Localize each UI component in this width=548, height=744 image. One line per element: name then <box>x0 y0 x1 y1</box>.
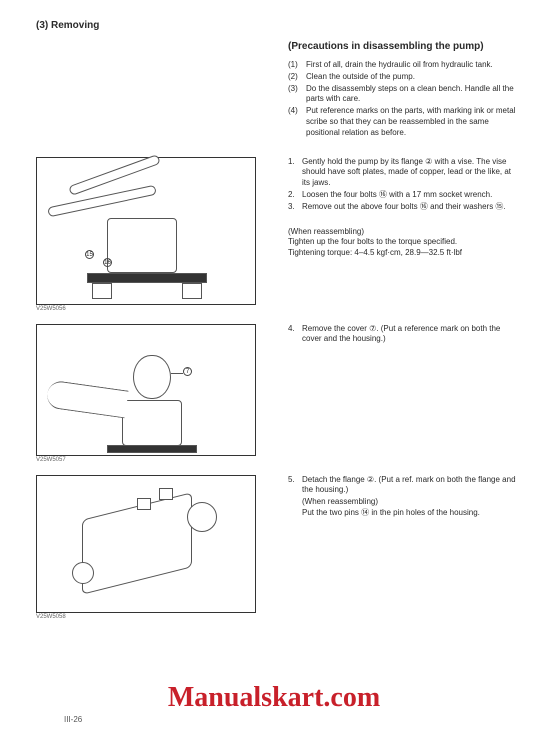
figure-column: 15 16 V25W5056 <box>36 157 256 312</box>
item-text: Put reference marks on the parts, with m… <box>306 106 520 138</box>
step-text: Remove out the above four bolts ⑯ and th… <box>302 202 506 213</box>
instruction-block: 15 16 V25W5056 1.Gently hold the pump by… <box>36 157 520 312</box>
steps-list: 1.Gently hold the pump by its flange ② w… <box>288 157 520 213</box>
figure-column: V25W5058 <box>36 475 256 620</box>
reassembly-text: Tightening torque: 4–4.5 kgf·cm, 28.9—32… <box>288 248 520 259</box>
list-item: 3.Remove out the above four bolts ⑯ and … <box>288 202 520 213</box>
item-text: First of all, drain the hydraulic oil fr… <box>306 60 493 71</box>
reassembly-title: (When reassembling) <box>302 497 520 508</box>
step-text: Loosen the four bolts ⑯ with a 17 mm soc… <box>302 190 492 201</box>
instruction-block: V25W5058 5.Detach the flange ②. (Put a r… <box>36 475 520 620</box>
item-number: (2) <box>288 72 306 83</box>
list-item: (2)Clean the outside of the pump. <box>288 72 520 83</box>
reassembly-note: (When reassembling) Tighten up the four … <box>288 227 520 259</box>
figure-illustration: 7 <box>36 324 256 456</box>
figure-code: V25W5056 <box>36 306 256 312</box>
list-item: 1.Gently hold the pump by its flange ② w… <box>288 157 520 189</box>
item-text: Clean the outside of the pump. <box>306 72 415 83</box>
reassembly-note: (When reassembling) Put the two pins ⑭ i… <box>302 497 520 519</box>
list-item: (1)First of all, drain the hydraulic oil… <box>288 60 520 71</box>
reassembly-title: (When reassembling) <box>288 227 520 238</box>
figure-code: V25W5058 <box>36 614 256 620</box>
reassembly-text: Put the two pins ⑭ in the pin holes of t… <box>302 508 520 519</box>
step-number: 3. <box>288 202 302 213</box>
figure-column: 7 V25W5057 <box>36 324 256 463</box>
callout-badge: 16 <box>103 258 112 267</box>
watermark: Manualskart.com <box>0 682 548 714</box>
reassembly-text: Tighten up the four bolts to the torque … <box>288 237 520 248</box>
item-number: (3) <box>288 84 306 106</box>
steps-list: 4.Remove the cover ⑦. (Put a reference m… <box>288 324 520 346</box>
step-number: 2. <box>288 190 302 201</box>
page-number: III-26 <box>64 715 82 724</box>
precautions-list: (1)First of all, drain the hydraulic oil… <box>288 60 520 139</box>
list-item: (3)Do the disassembly steps on a clean b… <box>288 84 520 106</box>
section-title: (3) Removing <box>36 20 520 31</box>
step-number: 5. <box>288 475 302 497</box>
figure-code: V25W5057 <box>36 457 256 463</box>
list-item: 5.Detach the flange ②. (Put a ref. mark … <box>288 475 520 497</box>
figure-illustration <box>36 475 256 613</box>
list-item: (4)Put reference marks on the parts, wit… <box>288 106 520 138</box>
step-number: 1. <box>288 157 302 189</box>
list-item: 2.Loosen the four bolts ⑯ with a 17 mm s… <box>288 190 520 201</box>
step-text: Gently hold the pump by its flange ② wit… <box>302 157 520 189</box>
callout-badge: 15 <box>85 250 94 259</box>
instruction-block: 7 V25W5057 4.Remove the cover ⑦. (Put a … <box>36 324 520 463</box>
figure-illustration: 15 16 <box>36 157 256 305</box>
step-number: 4. <box>288 324 302 346</box>
subsection-title: (Precautions in disassembling the pump) <box>288 41 520 52</box>
item-number: (1) <box>288 60 306 71</box>
item-text: Do the disassembly steps on a clean benc… <box>306 84 520 106</box>
step-text: Detach the flange ②. (Put a ref. mark on… <box>302 475 520 497</box>
list-item: 4.Remove the cover ⑦. (Put a reference m… <box>288 324 520 346</box>
step-text: Remove the cover ⑦. (Put a reference mar… <box>302 324 520 346</box>
steps-list: 5.Detach the flange ②. (Put a ref. mark … <box>288 475 520 497</box>
item-number: (4) <box>288 106 306 138</box>
callout-badge: 7 <box>183 367 192 376</box>
